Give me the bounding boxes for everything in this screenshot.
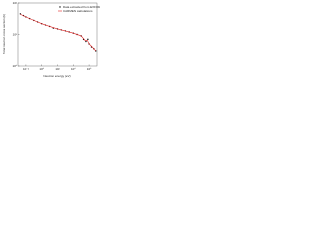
- legend-label: Data extracted from EXFOR: [63, 5, 100, 9]
- y-tick-label: 10⁰: [12, 64, 17, 68]
- x-tick-label: 10⁰: [39, 67, 44, 71]
- data-point: [85, 40, 87, 43]
- x-tick-label: 10²: [55, 67, 59, 71]
- y-axis-label: Total neutron cross section (b): [2, 14, 6, 54]
- y-tick-label: 10²: [13, 1, 17, 5]
- page: {"chart_data":{"type":"scatter", "x_labe…: [0, 0, 101, 81]
- series-line: [20, 13, 97, 52]
- x-tick-label: 10⁶: [87, 67, 92, 71]
- legend-label: CARMEN calculations: [63, 9, 93, 13]
- data-point: [87, 38, 89, 41]
- x-axis-label: Neutron energy (eV): [43, 74, 70, 78]
- x-tick-label: 10⁴: [71, 67, 76, 71]
- x-tick-label: 10⁻²: [23, 67, 29, 71]
- legend-swatch: [59, 6, 61, 8]
- y-tick-label: 10¹: [13, 33, 17, 37]
- chart: Neutron energy (eV) Total neutron cross …: [2, 1, 101, 78]
